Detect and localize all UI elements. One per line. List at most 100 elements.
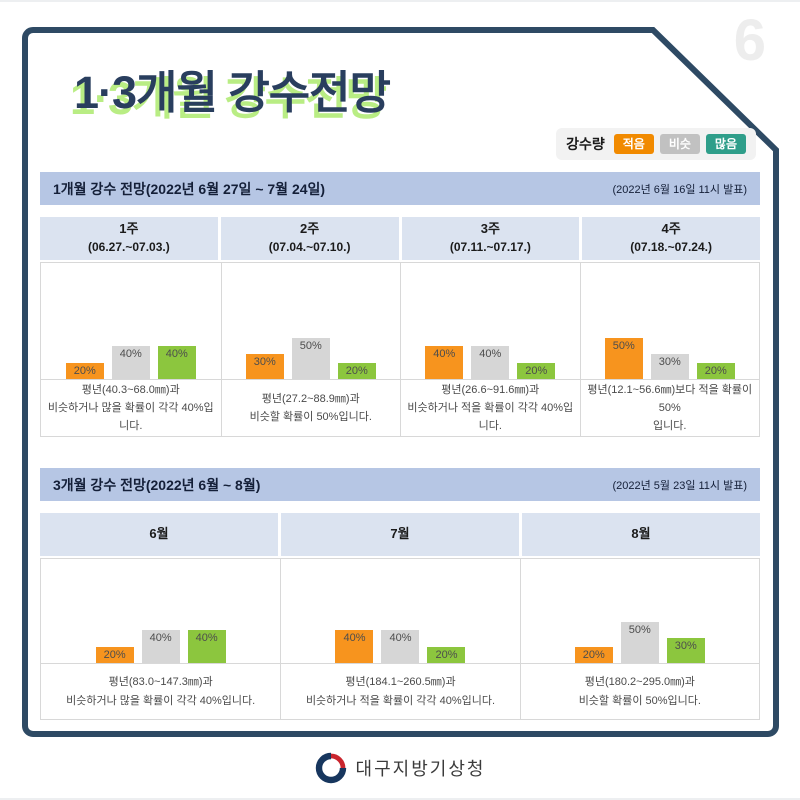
agency-name: 대구지방기상청 <box>355 759 486 779</box>
bar-less: 20% <box>574 647 613 663</box>
forecast-table-body: 20% 40% 40% 평년(40.3~68.0㎜)과 비슷하거나 많을 확률이 각각 … <box>40 262 760 437</box>
bar-more: 20% <box>517 363 556 379</box>
column-header: 3주 (07.11.~07.17.) <box>401 217 580 260</box>
bar-less: 40% <box>425 346 464 379</box>
forecast-column: 40% 40% 20% 평년(184.1~260.5㎜)과 비슷하거나 적을 확률이 각… <box>280 559 520 719</box>
bar-more: 20% <box>337 363 376 379</box>
bar-value-label: 50% <box>299 340 322 352</box>
legend-items: 적음 비슷 많음 <box>613 133 746 155</box>
bar-value-label: 30% <box>253 356 276 368</box>
column-header: 6월 <box>40 513 278 556</box>
bar-similar: 50% <box>291 338 330 379</box>
bar-less: 20% <box>95 647 134 663</box>
forecast-description: 평년(184.1~260.5㎜)과 비슷하거나 적을 확률이 각각 40%입니다. <box>281 663 520 719</box>
column-period: (06.27.~07.03.) <box>88 240 170 255</box>
bar-value-label: 20% <box>103 649 126 661</box>
bar-similar: 30% <box>650 354 689 379</box>
bar-group: 40% 40% 20% <box>401 346 580 379</box>
bar-group: 50% 30% 20% <box>581 338 760 379</box>
section-3month-forecast: 3개월 강수 전망(2022년 6월 ~ 8월) (2022년 5월 23일 1… <box>40 468 760 720</box>
section-header: 1개월 강수 전망(2022년 6월 27일 ~ 7월 24일) (2022년 … <box>40 172 760 205</box>
column-name: 8월 <box>631 526 651 542</box>
column-header: 8월 <box>522 513 760 556</box>
forecast-column: 40% 40% 20% 평년(26.6~91.6㎜)과 비슷하거나 적을 확률이 각각 … <box>400 263 580 436</box>
bar-similar: 40% <box>471 346 510 379</box>
bar-chart: 20% 40% 40% <box>41 263 221 379</box>
column-period: (07.11.~07.17.) <box>449 240 531 255</box>
bar-more: 20% <box>696 363 735 379</box>
column-header: 4주 (07.18.~07.24.) <box>582 217 760 260</box>
bar-value-label: 20% <box>73 365 96 377</box>
bar-group: 20% 50% 30% <box>521 622 759 663</box>
bar-value-label: 40% <box>479 348 502 360</box>
bar-value-label: 40% <box>343 632 366 644</box>
forecast-description: 평년(40.3~68.0㎜)과 비슷하거나 많을 확률이 각각 40%입니다. <box>41 379 221 436</box>
bar-chart: 50% 30% 20% <box>581 263 760 379</box>
column-name: 2주 <box>300 221 320 237</box>
forecast-description: 평년(180.2~295.0㎜)과 비슷할 확률이 50%입니다. <box>520 663 759 719</box>
forecast-description: 평년(12.1~56.6㎜)보다 적을 확률이 50% 입니다. <box>580 379 759 436</box>
column-name: 6월 <box>149 526 169 542</box>
bar-similar: 50% <box>620 622 659 663</box>
forecast-column: 20% 40% 40% 평년(83.0~147.3㎜)과 비슷하거나 많을 확률이 각각… <box>41 559 281 719</box>
section-title: 1개월 강수 전망(2022년 6월 27일 ~ 7월 24일) <box>53 180 326 197</box>
bar-less: 30% <box>245 354 284 379</box>
bar-chart: 20% 40% 40% <box>41 559 280 663</box>
column-name: 4주 <box>661 221 681 237</box>
bar-group: 40% 40% 20% <box>281 630 519 663</box>
bar-value-label: 50% <box>628 624 651 636</box>
column-headers: 6월 7월 8월 <box>40 513 760 556</box>
bar-chart: 40% 40% 20% <box>401 263 580 379</box>
legend-label: 강수량 <box>566 136 605 152</box>
page-number: 6 <box>733 8 766 73</box>
column-header: 2주 (07.04.~07.10.) <box>220 217 399 260</box>
legend-badge-less: 적음 <box>613 133 654 155</box>
bar-value-label: 40% <box>433 348 456 360</box>
bar-chart: 30% 50% 20% <box>222 263 401 379</box>
section-1month-forecast: 1개월 강수 전망(2022년 6월 27일 ~ 7월 24일) (2022년 … <box>40 172 760 437</box>
bar-less: 50% <box>604 338 643 379</box>
legend-badge-similar: 비슷 <box>659 133 700 155</box>
column-header: 1주 (06.27.~07.03.) <box>40 217 218 260</box>
card-frame <box>22 27 779 737</box>
bar-group: 30% 50% 20% <box>222 338 401 379</box>
section-header: 3개월 강수 전망(2022년 6월 ~ 8월) (2022년 5월 23일 1… <box>40 468 760 501</box>
bar-value-label: 40% <box>165 348 188 360</box>
bar-more: 20% <box>427 647 466 663</box>
column-name: 3주 <box>480 221 500 237</box>
bar-chart: 40% 40% 20% <box>281 559 519 663</box>
column-period: (07.04.~07.10.) <box>268 240 351 255</box>
bar-value-label: 40% <box>195 632 218 644</box>
bar-value-label: 20% <box>345 365 368 377</box>
bar-group: 20% 40% 40% <box>41 346 221 379</box>
bar-value-label: 40% <box>389 632 412 644</box>
page-bottom-edge <box>0 798 800 800</box>
legend-badge-more: 많음 <box>705 133 746 155</box>
bar-value-label: 20% <box>525 365 548 377</box>
forecast-column: 30% 50% 20% 평년(27.2~88.9㎜)과 비슷할 확률이 50%입니다. <box>220 263 401 436</box>
column-period: (07.18.~07.24.) <box>630 240 712 255</box>
bar-similar: 40% <box>141 630 180 663</box>
bar-less: 40% <box>335 630 374 663</box>
bar-more: 40% <box>157 346 196 379</box>
forecast-description: 평년(83.0~147.3㎜)과 비슷하거나 많을 확률이 각각 40%입니다. <box>41 663 281 719</box>
bar-value-label: 20% <box>704 365 727 377</box>
bar-similar: 40% <box>111 346 150 379</box>
column-name: 1주 <box>119 221 139 237</box>
forecast-description: 평년(26.6~91.6㎜)과 비슷하거나 적을 확률이 각각 40%입니다. <box>401 379 580 436</box>
bar-less: 20% <box>65 363 104 379</box>
section-title: 3개월 강수 전망(2022년 6월 ~ 8월) <box>53 476 261 493</box>
column-headers: 1주 (06.27.~07.03.) 2주 (07.04.~07.10.) 3주 (07.… <box>40 217 760 260</box>
bar-value-label: 50% <box>612 340 635 352</box>
bar-chart: 20% 50% 30% <box>521 559 759 663</box>
bar-more: 40% <box>187 630 226 663</box>
bar-value-label: 30% <box>658 356 681 368</box>
forecast-description: 평년(27.2~88.9㎜)과 비슷할 확률이 50%입니다. <box>221 379 400 436</box>
section-issued-date: (2022년 5월 23일 11시 발표) <box>612 479 747 492</box>
page-top-edge <box>0 0 800 2</box>
column-header: 7월 <box>281 513 519 556</box>
precipitation-legend: 강수량 적음 비슷 많음 <box>556 128 756 160</box>
forecast-column: 20% 50% 30% 평년(180.2~295.0㎜)과 비슷할 확률이 50%입니다… <box>519 559 759 719</box>
bar-group: 20% 40% 40% <box>41 630 280 663</box>
bar-value-label: 40% <box>119 348 142 360</box>
